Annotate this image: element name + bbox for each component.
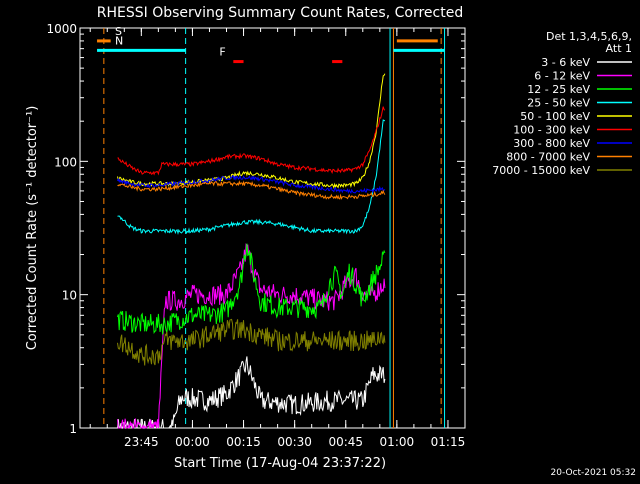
series-line-0	[117, 356, 386, 429]
legend-label-7: 800 - 7000 keV	[506, 151, 590, 164]
series-line-8	[117, 318, 386, 366]
chart-title: RHESSI Observing Summary Count Rates, Co…	[97, 5, 463, 21]
series-line-3	[117, 119, 386, 236]
legend-title-line-2: Att 1	[606, 42, 632, 55]
status-label-F: F	[219, 46, 225, 59]
legend-label-5: 100 - 300 keV	[513, 124, 590, 137]
series-line-4	[117, 73, 386, 189]
legend-label-6: 300 - 800 keV	[513, 137, 590, 150]
legend-title-line-1: Det 1,3,4,5,6,9,	[546, 30, 632, 43]
status-label-N: N	[115, 34, 123, 47]
plot-frame	[79, 27, 466, 429]
y-tick-label-0: 1	[69, 422, 77, 436]
x-tick-label-6: 01:15	[431, 435, 466, 449]
x-tick-label-2: 00:15	[226, 435, 261, 449]
series-line-2	[117, 243, 386, 335]
status-label-S: S	[115, 25, 122, 38]
legend-label-4: 50 - 100 keV	[520, 110, 590, 123]
x-axis-label: Start Time (17-Aug-04 23:37:22)	[174, 456, 386, 471]
legend-label-1: 6 - 12 keV	[534, 70, 590, 83]
x-tick-label-3: 00:30	[277, 435, 312, 449]
legend-label-0: 3 - 6 keV	[541, 56, 590, 69]
footer-timestamp: 20-Oct-2021 05:32	[550, 468, 636, 478]
legend-label-2: 12 - 25 keV	[527, 83, 590, 96]
x-tick-label-5: 01:00	[380, 435, 415, 449]
series-line-6	[117, 174, 386, 195]
series-line-7	[117, 180, 386, 200]
legend-label-3: 25 - 50 keV	[527, 97, 590, 110]
x-tick-label-1: 00:00	[175, 435, 210, 449]
legend-label-8: 7000 - 15000 keV	[492, 164, 590, 177]
y-tick-label-3: 1000	[46, 22, 77, 36]
x-tick-label-0: 23:45	[124, 435, 159, 449]
x-tick-label-4: 00:45	[328, 435, 363, 449]
y-tick-label-1: 10	[62, 289, 77, 303]
y-axis-label: Corrected Count Rate (s⁻¹ detector⁻¹)	[25, 106, 40, 351]
y-tick-label-2: 100	[54, 155, 77, 169]
series-line-5	[117, 106, 386, 176]
